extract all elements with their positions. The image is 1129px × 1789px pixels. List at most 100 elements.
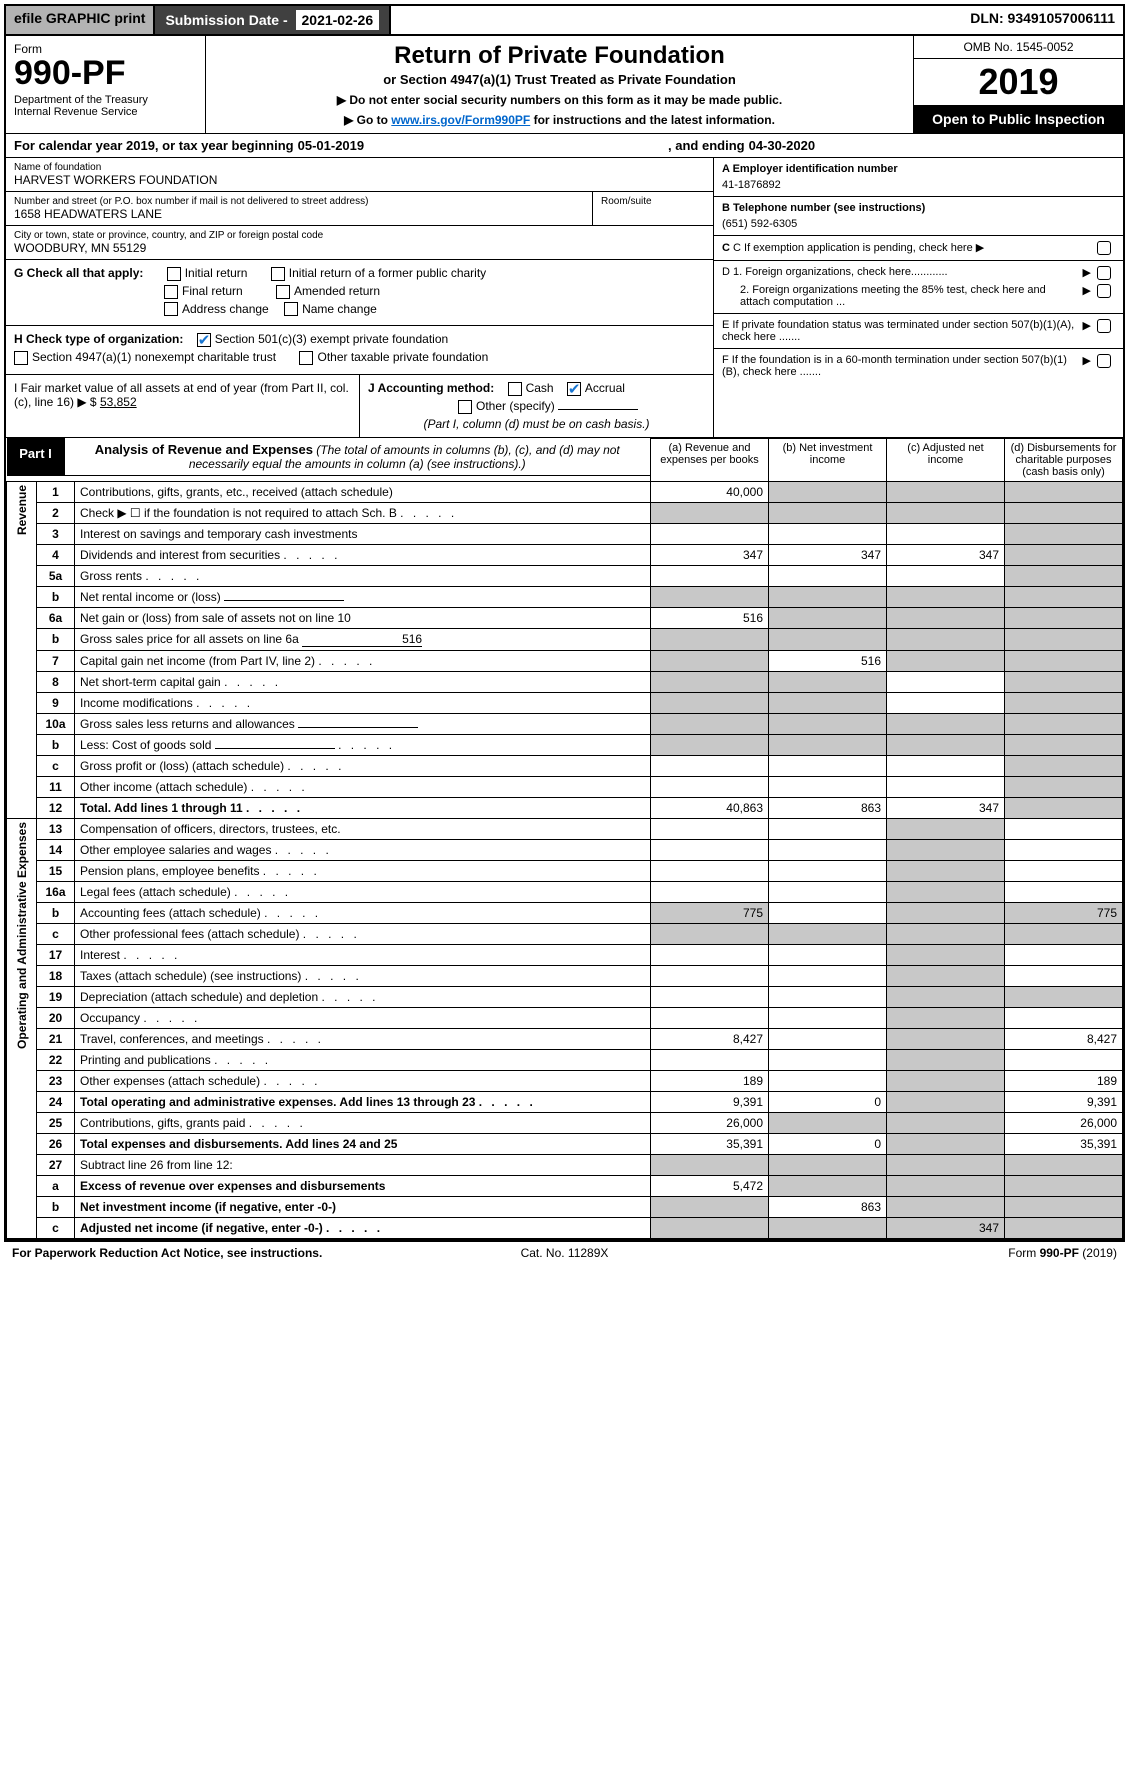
amount-cell-d xyxy=(1005,1007,1123,1028)
part1-label: Part I xyxy=(7,438,65,475)
chk-amended[interactable] xyxy=(276,285,290,299)
amount-cell-b xyxy=(769,523,887,544)
amount-cell-d xyxy=(1005,1154,1123,1175)
amount-cell-d: 26,000 xyxy=(1005,1112,1123,1133)
line-description: Income modifications . . . . . xyxy=(75,692,651,713)
line-description: Printing and publications . . . . . xyxy=(75,1049,651,1070)
street-value: 1658 HEADWATERS LANE xyxy=(14,207,584,221)
room-label: Room/suite xyxy=(601,196,705,207)
amount-cell-a: 516 xyxy=(651,607,769,628)
chk-final-return[interactable] xyxy=(164,285,178,299)
chk-accrual[interactable] xyxy=(567,382,581,396)
line-description: Total. Add lines 1 through 11 . . . . . xyxy=(75,797,651,818)
city-value: WOODBURY, MN 55129 xyxy=(14,241,705,255)
table-row: 20Occupancy . . . . . xyxy=(7,1007,1123,1028)
tax-year: 2019 xyxy=(914,59,1123,105)
chk-initial-return[interactable] xyxy=(167,267,181,281)
chk-name-change[interactable] xyxy=(284,302,298,316)
calendar-end: 04-30-2020 xyxy=(749,138,816,153)
table-row: 12Total. Add lines 1 through 11 . . . . … xyxy=(7,797,1123,818)
form-container: efile GRAPHIC print Submission Date - 20… xyxy=(4,4,1125,1241)
part1-table: Part I Analysis of Revenue and Expenses … xyxy=(6,438,1123,1239)
table-row: 7Capital gain net income (from Part IV, … xyxy=(7,650,1123,671)
chk-other-taxable[interactable] xyxy=(299,351,313,365)
amount-cell-c xyxy=(887,1007,1005,1028)
table-row: 6aNet gain or (loss) from sale of assets… xyxy=(7,607,1123,628)
irs-link[interactable]: www.irs.gov/Form990PF xyxy=(391,113,530,127)
amount-cell-d xyxy=(1005,1196,1123,1217)
amount-cell-a xyxy=(651,565,769,586)
part1-header: Part I Analysis of Revenue and Expenses … xyxy=(7,438,651,476)
line-number: 22 xyxy=(37,1049,75,1070)
amount-cell-b xyxy=(769,692,887,713)
chk-d1[interactable] xyxy=(1097,266,1111,280)
entity-info: Name of foundation HARVEST WORKERS FOUND… xyxy=(6,158,1123,438)
dln-block: DLN: 93491057006111 xyxy=(962,6,1123,34)
form-subtitle: or Section 4947(a)(1) Trust Treated as P… xyxy=(214,72,905,87)
amount-cell-d xyxy=(1005,881,1123,902)
amount-cell-b xyxy=(769,881,887,902)
section-ij: I Fair market value of all assets at end… xyxy=(6,375,713,437)
chk-cash[interactable] xyxy=(508,382,522,396)
chk-initial-former[interactable] xyxy=(271,267,285,281)
form-number-block: Form 990-PF Department of the Treasury I… xyxy=(6,36,206,133)
amount-cell-c xyxy=(887,523,1005,544)
line-number: b xyxy=(37,586,75,607)
table-row: bAccounting fees (attach schedule) . . .… xyxy=(7,902,1123,923)
chk-4947a1[interactable] xyxy=(14,351,28,365)
amount-cell-b xyxy=(769,1007,887,1028)
topbar-spacer xyxy=(391,6,962,34)
j-note: (Part I, column (d) must be on cash basi… xyxy=(368,417,705,431)
line-number: 10a xyxy=(37,713,75,734)
line-description: Depreciation (attach schedule) and deple… xyxy=(75,986,651,1007)
amount-cell-b xyxy=(769,1112,887,1133)
chk-other-method[interactable] xyxy=(458,400,472,414)
footer-left: For Paperwork Reduction Act Notice, see … xyxy=(12,1246,380,1260)
chk-501c3[interactable] xyxy=(197,333,211,347)
line-number: 12 xyxy=(37,797,75,818)
amount-cell-d xyxy=(1005,944,1123,965)
ein-label: A Employer identification number xyxy=(722,163,1115,175)
chk-f[interactable] xyxy=(1097,354,1111,368)
e-cell: E If private foundation status was termi… xyxy=(714,314,1123,349)
amount-cell-c: 347 xyxy=(887,544,1005,565)
line-number: b xyxy=(37,628,75,650)
amount-cell-b xyxy=(769,860,887,881)
amount-cell-a: 40,000 xyxy=(651,481,769,502)
amount-cell-c xyxy=(887,565,1005,586)
e-label: E If private foundation status was termi… xyxy=(722,319,1077,343)
amount-cell-d xyxy=(1005,481,1123,502)
line-number: c xyxy=(37,1217,75,1238)
amount-cell-c xyxy=(887,1091,1005,1112)
other-method-input[interactable] xyxy=(558,409,638,410)
efile-print-label[interactable]: efile GRAPHIC print xyxy=(6,6,155,34)
amount-cell-d xyxy=(1005,1217,1123,1238)
line-number: b xyxy=(37,902,75,923)
amount-cell-a xyxy=(651,1049,769,1070)
submission-date-block: Submission Date - 2021-02-26 xyxy=(155,6,391,34)
chk-e[interactable] xyxy=(1097,319,1111,333)
amount-cell-b: 516 xyxy=(769,650,887,671)
line-number: 11 xyxy=(37,776,75,797)
line-number: 18 xyxy=(37,965,75,986)
amount-cell-b xyxy=(769,734,887,755)
amount-cell-b xyxy=(769,671,887,692)
f-label: F If the foundation is in a 60-month ter… xyxy=(722,354,1077,378)
amount-cell-b: 347 xyxy=(769,544,887,565)
footer-center: Cat. No. 11289X xyxy=(380,1246,748,1260)
chk-c[interactable] xyxy=(1097,241,1111,255)
amount-cell-b xyxy=(769,628,887,650)
amount-cell-b xyxy=(769,965,887,986)
amount-cell-a xyxy=(651,523,769,544)
amount-cell-c xyxy=(887,607,1005,628)
line-description: Other expenses (attach schedule) . . . .… xyxy=(75,1070,651,1091)
line-description: Contributions, gifts, grants, etc., rece… xyxy=(75,481,651,502)
amount-cell-d xyxy=(1005,755,1123,776)
col-c-header: (c) Adjusted net income xyxy=(887,438,1005,481)
section-side-label: Revenue xyxy=(7,481,37,818)
line-number: 14 xyxy=(37,839,75,860)
chk-d2[interactable] xyxy=(1097,284,1111,298)
amount-cell-a: 775 xyxy=(651,902,769,923)
chk-address-change[interactable] xyxy=(164,302,178,316)
table-row: 9Income modifications . . . . . xyxy=(7,692,1123,713)
